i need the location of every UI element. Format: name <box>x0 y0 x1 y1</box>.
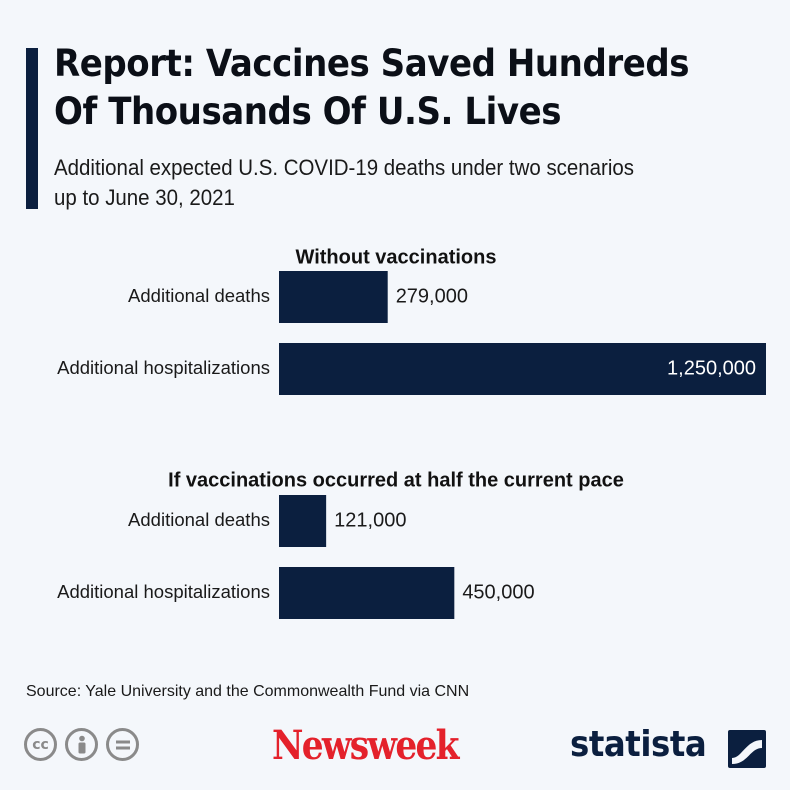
footer: cc Newsweek statista <box>0 720 790 780</box>
bar-group1-1 <box>279 271 388 323</box>
chart-title: Report: Vaccines Saved Hundreds Of Thous… <box>54 40 716 136</box>
subtitle-line-1: Additional expected U.S. COVID-19 deaths… <box>54 155 635 180</box>
person-glyph <box>78 735 85 753</box>
category-label: Additional deaths <box>128 285 270 306</box>
cc-icon: cc <box>24 728 57 761</box>
license-icons: cc <box>24 728 139 761</box>
bar-group2-2 <box>279 567 455 619</box>
group-title-2: If vaccinations occurred at half the cur… <box>168 469 624 491</box>
value-label: 121,000 <box>334 509 406 531</box>
category-label: Additional deaths <box>128 509 270 530</box>
equals-glyph <box>115 740 130 749</box>
value-label: 1,250,000 <box>667 357 756 379</box>
bar-group2-1 <box>279 495 327 547</box>
group-title-1: Without vaccinations <box>296 246 497 268</box>
statista-mark-icon <box>728 730 766 768</box>
newsweek-logo: Newsweek <box>272 722 459 769</box>
statista-logo: statista <box>570 724 707 765</box>
chart-subtitle: Additional expected U.S. COVID-19 deaths… <box>54 153 705 213</box>
value-label: 450,000 <box>462 581 534 603</box>
value-label: 279,000 <box>396 285 468 307</box>
no-derivatives-icon <box>106 728 139 761</box>
attribution-icon <box>65 728 98 761</box>
title-line-2: Of Thousands Of U.S. Lives <box>54 90 562 133</box>
title-accent-bar <box>26 48 38 209</box>
source-note: Source: Yale University and the Commonwe… <box>26 683 470 700</box>
title-line-1: Report: Vaccines Saved Hundreds <box>54 42 690 85</box>
category-label: Additional hospitalizations <box>57 581 270 602</box>
bar-chart: Without vaccinations Additional deaths 279… <box>57 246 766 619</box>
category-label: Additional hospitalizations <box>57 357 270 378</box>
bar-group1-2 <box>279 343 766 395</box>
subtitle-line-2: up to June 30, 2021 <box>54 185 235 210</box>
